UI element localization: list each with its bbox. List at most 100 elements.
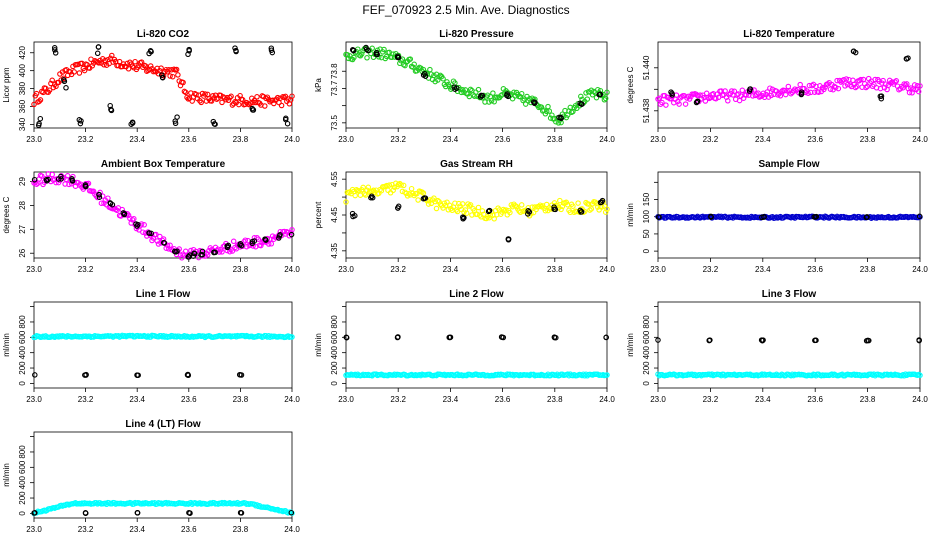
- y-tick-label: 600: [18, 330, 27, 344]
- data-point: [676, 101, 682, 107]
- data-point: [764, 89, 771, 95]
- y-tick-label: 4.45: [330, 207, 339, 223]
- data-point: [474, 211, 480, 217]
- data-point: [545, 103, 551, 110]
- data-point: [437, 72, 444, 79]
- data-point: [276, 233, 283, 239]
- data-point: [383, 182, 390, 189]
- data-point: [543, 108, 550, 115]
- data-point: [578, 101, 585, 107]
- data-point: [917, 83, 923, 89]
- y-axis-label: Licor ppm: [2, 67, 11, 102]
- data-point: [199, 90, 206, 97]
- panel-title: Line 4 (LT) Flow: [125, 419, 201, 430]
- data-point: [593, 94, 600, 101]
- data-point: [864, 83, 871, 90]
- data-point: [420, 72, 427, 78]
- data-point: [394, 53, 401, 59]
- x-tick-label: 23.0: [26, 525, 42, 534]
- data-point: [522, 101, 529, 107]
- y-tick-label: 400: [18, 63, 27, 77]
- y-tick-label: 0: [18, 381, 27, 386]
- x-tick-label: 23.4: [755, 135, 771, 144]
- x-tick-label: 23.2: [703, 395, 719, 404]
- data-point: [463, 210, 470, 216]
- series-cyan: [655, 371, 923, 379]
- series-cyan: [31, 332, 295, 341]
- data-point: [173, 249, 179, 255]
- x-tick-label: 23.6: [807, 135, 823, 144]
- data-point: [601, 203, 608, 209]
- x-tick-label: 23.2: [78, 135, 94, 144]
- panel-title: Ambient Box Temperature: [101, 159, 226, 170]
- data-point: [36, 98, 42, 105]
- data-point: [274, 94, 281, 101]
- x-tick-label: 24.0: [599, 395, 615, 404]
- panel-title: Li-820 Pressure: [439, 29, 514, 40]
- data-point: [914, 83, 921, 89]
- y-tick-label: 0: [642, 248, 651, 253]
- data-point: [147, 63, 154, 69]
- data-point: [225, 242, 232, 249]
- data-point: [420, 190, 427, 196]
- data-point: [238, 372, 245, 378]
- y-tick-label: 600: [642, 330, 651, 344]
- y-tick-label: 800: [642, 315, 651, 329]
- data-point: [278, 102, 285, 109]
- data-point: [485, 208, 492, 215]
- data-point: [96, 194, 103, 200]
- data-point: [435, 77, 441, 83]
- data-point: [529, 204, 535, 210]
- series-black: [32, 371, 245, 379]
- panel-sample-flow: Sample Flow 23.0 23.2 23.4 23.6 23.8 24.0 0 50 10…: [626, 159, 928, 274]
- data-point: [55, 176, 62, 182]
- data-point: [601, 97, 608, 103]
- data-point: [108, 107, 115, 114]
- x-tick-label: 23.8: [860, 395, 876, 404]
- panel-title: Li-820 Temperature: [743, 29, 835, 40]
- data-point: [883, 81, 889, 87]
- data-point: [211, 249, 217, 255]
- data-point: [58, 176, 64, 182]
- x-tick-label: 23.0: [26, 395, 42, 404]
- x-tick-label: 23.4: [443, 265, 459, 274]
- x-tick-label: 23.2: [703, 265, 719, 274]
- data-point: [415, 197, 421, 203]
- plot-frame: [345, 301, 608, 389]
- data-point: [422, 195, 429, 201]
- data-point: [107, 102, 113, 109]
- data-point: [233, 501, 240, 507]
- y-tick-label: 0: [330, 381, 339, 386]
- data-point: [283, 115, 289, 122]
- panel-line-1-flow: Line 1 Flow 23.0 23.2 23.4 23.6 23.8 24.0 0 200 4…: [2, 289, 300, 404]
- data-point: [595, 86, 601, 93]
- data-point: [843, 76, 850, 82]
- y-tick-label: 28: [18, 200, 27, 209]
- panel-title: Line 3 Flow: [762, 289, 817, 300]
- data-point: [835, 85, 842, 92]
- data-point: [135, 372, 141, 378]
- data-point: [851, 48, 857, 55]
- data-point: [81, 67, 88, 74]
- data-point: [49, 77, 55, 84]
- y-tick-label: 600: [18, 460, 27, 474]
- y-tick-label: 360: [18, 99, 27, 113]
- data-point: [459, 201, 466, 207]
- data-point: [167, 73, 173, 79]
- data-point: [208, 98, 215, 104]
- data-point: [109, 52, 115, 59]
- series-black: [655, 213, 923, 221]
- data-point: [604, 206, 610, 212]
- data-point: [351, 54, 357, 61]
- data-point: [400, 182, 407, 189]
- data-point: [461, 215, 467, 221]
- data-point: [433, 205, 440, 212]
- x-tick-label: 23.8: [233, 395, 249, 404]
- series-black: [31, 509, 295, 516]
- data-point: [134, 510, 141, 516]
- y-tick-label: 27: [18, 224, 27, 233]
- data-point: [76, 70, 83, 76]
- data-point: [880, 77, 886, 84]
- data-point: [51, 45, 58, 51]
- y-tick-label: 600: [330, 330, 339, 344]
